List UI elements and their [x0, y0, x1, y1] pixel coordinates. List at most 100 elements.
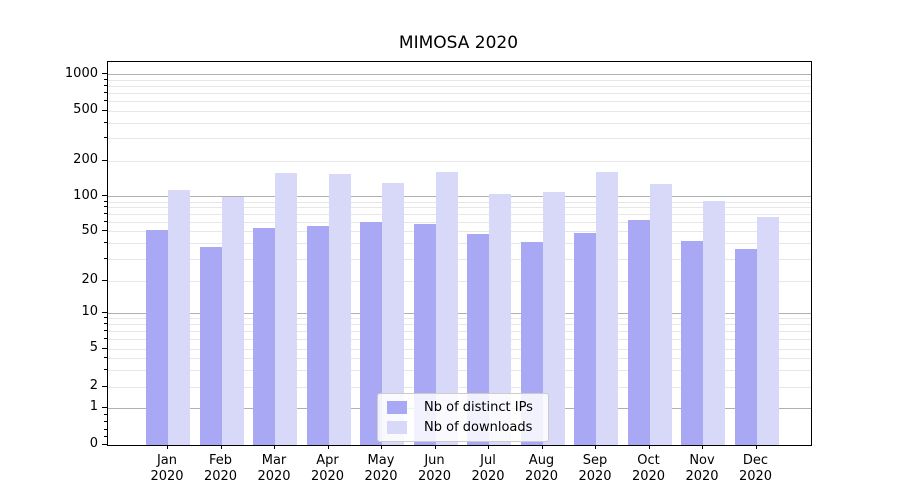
x-axis-tick-label-year: 2020	[738, 469, 773, 484]
bar-downloads	[649, 184, 672, 445]
x-axis-tick-label-year: 2020	[524, 469, 559, 484]
gridline-minor	[108, 110, 811, 112]
gridline-minor	[108, 138, 811, 140]
bar-downloads	[435, 171, 458, 445]
y-axis-minor-tick	[104, 257, 107, 259]
gridline-minor	[108, 207, 811, 209]
bar-distinct-ips	[360, 221, 382, 445]
gridline-minor	[108, 243, 811, 245]
y-axis-minor-tick	[104, 84, 107, 86]
bar-distinct-ips	[467, 233, 489, 445]
y-axis-tick-label: 1	[89, 399, 98, 415]
y-axis-minor-tick	[104, 368, 107, 370]
y-axis-tick	[102, 443, 107, 445]
legend-item-downloads: Nb of downloads	[387, 420, 539, 435]
y-axis-minor-tick	[104, 330, 107, 332]
x-axis-tick-label: Jun 2020	[405, 453, 465, 485]
bar-distinct-ips	[574, 232, 596, 445]
x-axis-tick-label-month: Oct	[637, 453, 660, 468]
bar-distinct-ips	[681, 241, 703, 445]
x-axis-tick-label-month: Sep	[582, 453, 608, 468]
x-axis-tick-label-year: 2020	[257, 469, 291, 484]
x-axis-tick	[648, 445, 650, 449]
y-axis-minor-tick	[104, 356, 107, 358]
bar-downloads	[596, 171, 618, 445]
x-axis-tick-label: Aug 2020	[512, 453, 572, 485]
x-axis-tick-label: Apr 2020	[298, 453, 358, 485]
x-axis-tick-label-year: 2020	[310, 469, 345, 484]
gridline-minor	[108, 100, 811, 102]
x-axis-tick-label-year: 2020	[578, 469, 612, 484]
bar-distinct-ips	[199, 246, 222, 445]
legend-label-distinct-ips: Nb of distinct IPs	[424, 400, 533, 415]
x-axis-tick-label-year: 2020	[203, 469, 238, 484]
y-axis-tick	[102, 311, 107, 313]
y-axis-tick-label: 100	[73, 187, 98, 203]
x-axis-tick-label-month: Apr	[316, 453, 339, 468]
x-axis-tick	[434, 445, 436, 449]
y-axis-tick-label: 200	[73, 152, 98, 167]
x-axis-tick	[381, 445, 382, 449]
legend-swatch-distinct-ips	[387, 401, 407, 414]
bar-downloads	[221, 196, 244, 445]
x-axis-tick-label-month: Aug	[528, 453, 555, 468]
gridline-minor	[108, 357, 811, 359]
x-axis-tick-label-month: May	[367, 453, 395, 468]
y-axis-tick	[102, 406, 107, 408]
x-axis-tick-label-month: Jun	[424, 453, 445, 468]
x-axis-tick-label-month: Jan	[156, 453, 178, 468]
y-axis-tick-label: 10	[81, 304, 98, 320]
x-axis-tick-label: Sep 2020	[565, 453, 625, 485]
bar-downloads	[703, 201, 725, 445]
y-axis-tick	[102, 159, 107, 161]
plot-area: Nb of distinct IPs Nb of downloads	[107, 61, 812, 446]
gridline-minor	[108, 92, 811, 94]
x-axis-tick-label-month: Nov	[689, 453, 715, 468]
y-axis-minor-tick	[104, 421, 107, 423]
y-axis-minor-tick	[104, 317, 107, 319]
y-axis-minor-tick	[104, 91, 107, 93]
chart-title: MIMOSA 2020	[398, 33, 519, 53]
x-axis-tick-label: Jan 2020	[137, 453, 197, 485]
y-axis-tick-label: 0	[89, 436, 98, 451]
y-axis-minor-tick	[104, 78, 107, 80]
x-axis-tick	[702, 445, 703, 449]
gridline-minor	[108, 79, 811, 81]
x-axis-tick-label-year: 2020	[417, 469, 452, 484]
legend-label-downloads: Nb of downloads	[424, 420, 533, 435]
y-axis-tick	[102, 230, 107, 232]
gridline-minor	[108, 339, 811, 341]
x-axis-tick-label-year: 2020	[631, 469, 666, 484]
legend-item-distinct-ips: Nb of distinct IPs	[387, 400, 539, 415]
gridline-minor	[108, 122, 811, 124]
y-axis-minor-tick	[104, 323, 107, 325]
y-axis-minor-tick	[104, 206, 107, 208]
y-axis-minor-tick	[104, 221, 107, 223]
x-axis-tick	[274, 445, 275, 449]
y-axis-minor-tick	[104, 428, 107, 430]
y-axis-tick-label: 500	[73, 102, 98, 117]
y-axis-minor-tick	[104, 242, 107, 244]
gridline-minor	[108, 214, 811, 216]
x-axis-tick-label: Oct 2020	[619, 453, 679, 485]
gridline-minor	[108, 386, 811, 388]
bar-downloads	[489, 193, 511, 445]
gridline-major	[108, 312, 811, 314]
y-axis-tick	[102, 73, 107, 74]
bar-distinct-ips	[413, 224, 436, 445]
y-axis-minor-tick	[104, 338, 107, 340]
bar-distinct-ips	[146, 229, 168, 445]
bar-downloads	[542, 191, 565, 445]
x-axis-tick	[595, 445, 596, 449]
x-axis-tick-label-year: 2020	[471, 469, 505, 484]
bar-downloads	[382, 183, 404, 445]
gridline-minor	[108, 85, 811, 87]
x-axis-tick	[167, 445, 168, 449]
y-axis-minor-tick	[104, 121, 107, 123]
y-axis-tick-label: 1000	[64, 65, 98, 81]
bar-distinct-ips	[734, 249, 757, 445]
x-axis-tick-label: May 2020	[351, 453, 411, 485]
x-axis-tick-label: Jul 2020	[458, 453, 518, 485]
gridline-minor	[108, 222, 811, 224]
